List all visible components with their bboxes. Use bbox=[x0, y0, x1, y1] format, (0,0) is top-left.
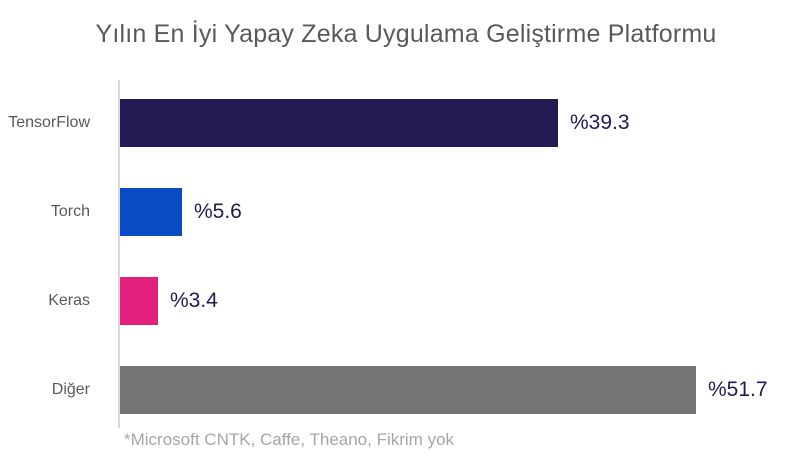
plot-area: TensorFlow %39.3 Torch %5.6 Keras %3.4 D… bbox=[0, 80, 812, 428]
bar-zone: %51.7 bbox=[120, 366, 812, 414]
bar-torch bbox=[120, 188, 182, 236]
bar-keras bbox=[120, 277, 158, 325]
y-axis-line bbox=[118, 80, 120, 428]
bar-diger bbox=[120, 366, 696, 414]
bar-row-keras: Keras %3.4 bbox=[0, 277, 812, 325]
category-label-tensorflow: TensorFlow bbox=[8, 114, 90, 131]
value-label-diger: %51.7 bbox=[708, 378, 768, 401]
bar-row-torch: Torch %5.6 bbox=[0, 188, 812, 236]
bar-zone: %5.6 bbox=[120, 188, 812, 236]
bar-rows: TensorFlow %39.3 Torch %5.6 Keras %3.4 D… bbox=[0, 99, 812, 414]
value-label-torch: %5.6 bbox=[194, 200, 242, 223]
chart-title: Yılın En İyi Yapay Zeka Uygulama Gelişti… bbox=[95, 20, 717, 48]
category-label-torch: Torch bbox=[50, 203, 90, 220]
bar-row-diger: Diğer %51.7 bbox=[0, 366, 812, 414]
bar-tensorflow bbox=[120, 99, 558, 147]
value-label-tensorflow: %39.3 bbox=[570, 111, 630, 134]
chart-footnote: *Microsoft CNTK, Caffe, Theano, Fikrim y… bbox=[124, 430, 455, 449]
bar-row-tensorflow: TensorFlow %39.3 bbox=[0, 99, 812, 147]
value-label-keras: %3.4 bbox=[170, 289, 218, 312]
bar-zone: %3.4 bbox=[120, 277, 812, 325]
category-label-diger: Diğer bbox=[51, 381, 90, 398]
bar-zone: %39.3 bbox=[120, 99, 812, 147]
category-label-keras: Keras bbox=[48, 292, 90, 309]
